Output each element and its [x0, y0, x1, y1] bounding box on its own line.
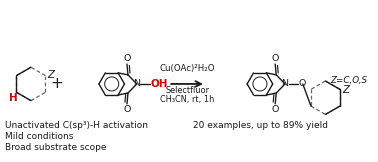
Text: 20 examples, up to 89% yield: 20 examples, up to 89% yield — [194, 121, 328, 130]
Text: Z=C,O,S: Z=C,O,S — [330, 76, 367, 85]
Text: Selectfluor: Selectfluor — [165, 86, 209, 95]
Text: O: O — [271, 105, 279, 114]
Text: N: N — [282, 79, 288, 88]
Text: +: + — [50, 76, 63, 91]
Text: OH: OH — [150, 79, 168, 89]
Text: O: O — [123, 54, 131, 63]
Text: Z: Z — [47, 70, 54, 80]
Text: H: H — [9, 93, 18, 103]
Text: CH₃CN, rt, 1h: CH₃CN, rt, 1h — [160, 95, 214, 104]
Text: Z: Z — [342, 85, 349, 95]
Text: O: O — [123, 105, 131, 114]
Text: O: O — [299, 79, 306, 88]
Text: Cu(OAc)²H₂O: Cu(OAc)²H₂O — [159, 64, 215, 73]
Text: O: O — [271, 54, 279, 63]
Text: Unactivated C(sp³)-H activation: Unactivated C(sp³)-H activation — [5, 121, 148, 130]
Text: N: N — [133, 79, 140, 88]
Text: Mild conditions: Mild conditions — [5, 132, 74, 141]
Text: Broad substrate scope: Broad substrate scope — [5, 143, 107, 152]
